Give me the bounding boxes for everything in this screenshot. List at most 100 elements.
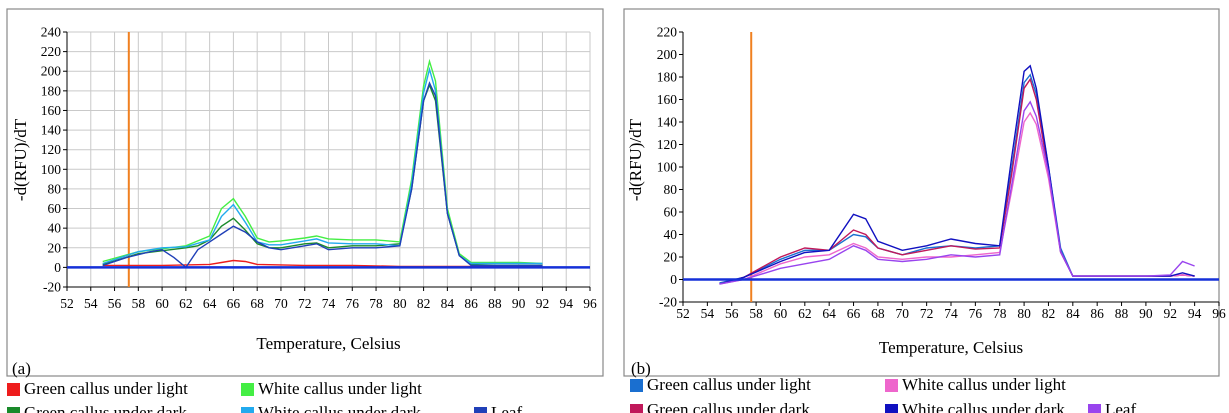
x-tick-label: 90 [1139,306,1153,321]
x-tick-label: 76 [346,296,360,311]
y-tick-label: 180 [41,83,62,98]
x-tick-label: 94 [559,296,573,311]
x-tick-label: 90 [512,296,526,311]
legend-label: White callus under light [902,375,1066,394]
x-tick-label: 72 [298,296,312,311]
x-tick-label: 52 [676,306,690,321]
legend-swatch [7,383,20,396]
y-tick-label: 240 [41,25,62,40]
y-tick-label: 60 [664,205,678,220]
x-tick-label: 76 [969,306,983,321]
y-tick-label: 0 [670,272,677,287]
x-tick-label: 74 [322,296,336,311]
series-line [719,64,1195,285]
panel-frame [623,8,1220,377]
legend-swatch [241,383,254,396]
x-axis-title: Temperature, Celsius [879,338,1023,357]
y-tick-label: 200 [657,47,678,62]
legend-swatch [7,407,20,413]
x-tick-label: 88 [1115,306,1129,321]
y-tick-label: 160 [41,103,62,118]
x-tick-label: 94 [1188,306,1202,321]
legend-label: Green callus under light [647,375,811,394]
y-tick-label: 180 [657,70,678,85]
x-tick-label: 52 [60,296,74,311]
y-tick-label: 120 [41,142,62,157]
y-tick-label: 40 [664,227,678,242]
x-axis-title: Temperature, Celsius [256,334,400,353]
series-line [102,81,543,269]
x-tick-label: 60 [155,296,169,311]
legend-swatch [885,404,898,413]
x-tick-label: 54 [701,306,715,321]
series-line [102,66,543,265]
panel-label: (b) [631,359,651,378]
x-tick-label: 62 [798,306,812,321]
x-tick-label: 58 [132,296,146,311]
x-tick-label: 86 [464,296,478,311]
series-line [102,83,543,267]
x-tick-label: 80 [393,296,407,311]
series-line [719,77,1195,285]
x-tick-label: 80 [1017,306,1031,321]
y-tick-label: 220 [657,25,678,40]
x-tick-label: 60 [774,306,788,321]
x-tick-label: 66 [847,306,861,321]
x-tick-label: 56 [725,306,739,321]
y-tick-label: -20 [659,295,677,310]
legend-label: Leaf [1105,400,1136,413]
y-tick-label: 120 [657,137,678,152]
x-tick-label: 70 [896,306,910,321]
x-tick-label: 66 [227,296,241,311]
x-tick-label: 68 [871,306,885,321]
y-tick-label: 40 [48,221,62,236]
x-tick-label: 96 [583,296,597,311]
y-axis-title: -d(RFU)/dT [626,118,645,201]
series-line [102,58,543,265]
x-tick-label: 70 [274,296,288,311]
legend-swatch [630,404,643,413]
y-tick-label: 100 [657,160,678,175]
y-tick-label: 60 [48,201,62,216]
x-tick-label: 88 [488,296,502,311]
y-tick-label: 200 [41,64,62,79]
x-tick-label: 86 [1090,306,1104,321]
legend-swatch [885,379,898,392]
legend-label: White callus under dark [902,400,1065,413]
y-tick-label: -20 [43,280,61,295]
x-tick-label: 56 [108,296,122,311]
x-tick-label: 64 [822,306,836,321]
legend-label: White callus under light [258,379,422,398]
legend-swatch [241,407,254,413]
y-tick-label: 20 [48,240,62,255]
legend-label: Green callus under light [24,379,188,398]
x-tick-label: 84 [1066,306,1080,321]
y-axis-title: -d(RFU)/dT [11,118,30,201]
legend-swatch [630,379,643,392]
x-tick-label: 78 [993,306,1007,321]
x-tick-label: 64 [203,296,217,311]
x-tick-label: 92 [1164,306,1178,321]
series-line [719,100,1195,285]
y-tick-label: 220 [41,44,62,59]
x-tick-label: 62 [179,296,193,311]
y-tick-label: 20 [664,250,678,265]
x-tick-label: 74 [944,306,958,321]
x-tick-label: 54 [84,296,98,311]
x-tick-label: 72 [920,306,934,321]
legend-label: Green callus under dark [24,403,187,413]
panel-frame [6,8,604,377]
x-tick-label: 68 [250,296,264,311]
y-tick-label: 140 [41,123,62,138]
y-tick-label: 140 [657,115,678,130]
x-tick-label: 92 [536,296,550,311]
legend-swatch [1088,404,1101,413]
panel-label: (a) [12,359,31,378]
y-tick-label: 80 [48,181,62,196]
legend-swatch [474,407,487,413]
series-line [719,73,1195,284]
legend-label: Leaf [491,403,522,413]
x-tick-label: 58 [749,306,763,321]
x-tick-label: 96 [1212,306,1226,321]
